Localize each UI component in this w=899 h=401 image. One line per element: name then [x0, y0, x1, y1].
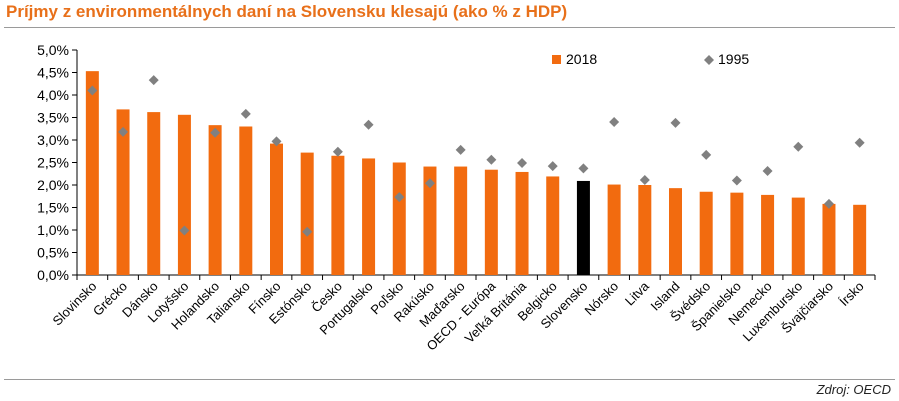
bar-Švajčiarsko: [822, 203, 836, 275]
marker-Česko: [332, 146, 343, 157]
y-tick-label: 0,5%: [37, 245, 69, 261]
marker-Rakúsko: [424, 178, 435, 189]
bar-Grécko: [116, 109, 130, 276]
bar-Holandsko: [208, 125, 222, 276]
bar-Portugalsko: [362, 158, 376, 275]
y-tick-label: 4,5%: [37, 65, 69, 81]
x-tick-label: Slovinsko: [50, 279, 100, 329]
legend-swatch-2018: [552, 55, 561, 64]
marker-Nórsko: [609, 117, 620, 127]
bar-Poľsko: [392, 162, 406, 275]
bar-chart: 0,0% 0,5% 1,0% 1,5% 2,0% 2,5% 3,0% 3,5% 4,0% 4,5%…: [37, 42, 876, 354]
marker-Belgicko: [547, 161, 558, 172]
marker-Litva: [639, 175, 650, 186]
marker-OECD - Európa: [486, 154, 497, 165]
legend-label-1995: 1995: [718, 51, 749, 67]
bar-Česko: [331, 155, 345, 275]
marker-Veľká Británia: [517, 157, 528, 168]
y-tick-label: 5,0%: [37, 42, 69, 58]
x-tick-label: Írsko: [836, 279, 867, 310]
bar-OECD - Európa: [484, 169, 498, 275]
bar-Nórsko: [607, 184, 621, 275]
chart-title: Príjmy z environmentálnych daní na Slove…: [6, 2, 568, 21]
marker-Španielsko: [731, 175, 742, 186]
footer-divider: [4, 379, 895, 380]
bar-Švédsko: [699, 191, 713, 275]
bar-Španielsko: [730, 192, 744, 275]
marker-Nemecko: [762, 166, 773, 177]
bar-Slovinsko: [85, 71, 99, 276]
bar-Rakúsko: [423, 166, 437, 275]
marker-Estónsko: [302, 226, 313, 237]
markers-1995: [87, 75, 865, 237]
y-tick-label: 2,0%: [37, 177, 69, 193]
y-tick-label: 1,5%: [37, 200, 69, 216]
bar-Maďarsko: [454, 166, 468, 275]
marker-Poľsko: [394, 192, 405, 203]
bar-Dánsko: [147, 112, 161, 275]
y-axis: 0,0% 0,5% 1,0% 1,5% 2,0% 2,5% 3,0% 3,5% 4,0% 4,5%…: [37, 42, 78, 283]
x-tick-label: Nórsko: [582, 279, 622, 319]
bar-Luxembursko: [791, 197, 805, 275]
bar-Taliansko: [239, 126, 253, 275]
marker-Slovinsko: [87, 85, 98, 96]
y-tick-label: 0,0%: [37, 267, 69, 283]
bar-Lotyšsko: [177, 114, 191, 275]
legend-swatch-1995: [704, 55, 714, 65]
bar-Island: [669, 188, 682, 275]
marker-Slovensko: [578, 163, 589, 174]
y-tick-label: 4,0%: [37, 87, 69, 103]
legend: 2018 1995: [552, 51, 749, 67]
marker-Holandsko: [210, 127, 221, 138]
y-tick-label: 3,0%: [37, 132, 69, 148]
bar-Belgicko: [546, 176, 560, 275]
marker-Švédsko: [701, 149, 712, 160]
y-tick-label: 3,5%: [37, 110, 69, 126]
bar-Nemecko: [761, 194, 775, 275]
marker-Švajčiarsko: [823, 198, 834, 209]
marker-Maďarsko: [455, 144, 466, 155]
category-labels: SlovinskoGréckoDánskoLotyšskoHolandskoTa…: [50, 278, 867, 354]
bar-Veľká Británia: [515, 171, 529, 275]
bar-Slovensko: [576, 180, 590, 275]
marker-Luxembursko: [793, 141, 804, 152]
marker-Dánsko: [148, 75, 159, 86]
bars-2018: [85, 71, 867, 276]
marker-Írsko: [854, 137, 865, 148]
marker-Portugalsko: [363, 119, 374, 130]
source-note: Zdroj: OECD: [816, 382, 891, 397]
bar-Fínsko: [270, 143, 283, 275]
y-tick-label: 2,5%: [37, 155, 69, 171]
y-tick-label: 1,0%: [37, 222, 69, 238]
marker-Lotyšsko: [179, 225, 190, 236]
x-axis: [76, 274, 876, 280]
bar-Írsko: [853, 204, 867, 275]
marker-Taliansko: [240, 108, 251, 119]
marker-Grécko: [118, 126, 129, 137]
marker-Fínsko: [271, 136, 282, 147]
bar-Estónsko: [300, 152, 314, 275]
legend-label-2018: 2018: [566, 51, 597, 67]
bar-Litva: [638, 185, 652, 275]
title-divider: [4, 27, 895, 28]
marker-Island: [670, 117, 681, 128]
